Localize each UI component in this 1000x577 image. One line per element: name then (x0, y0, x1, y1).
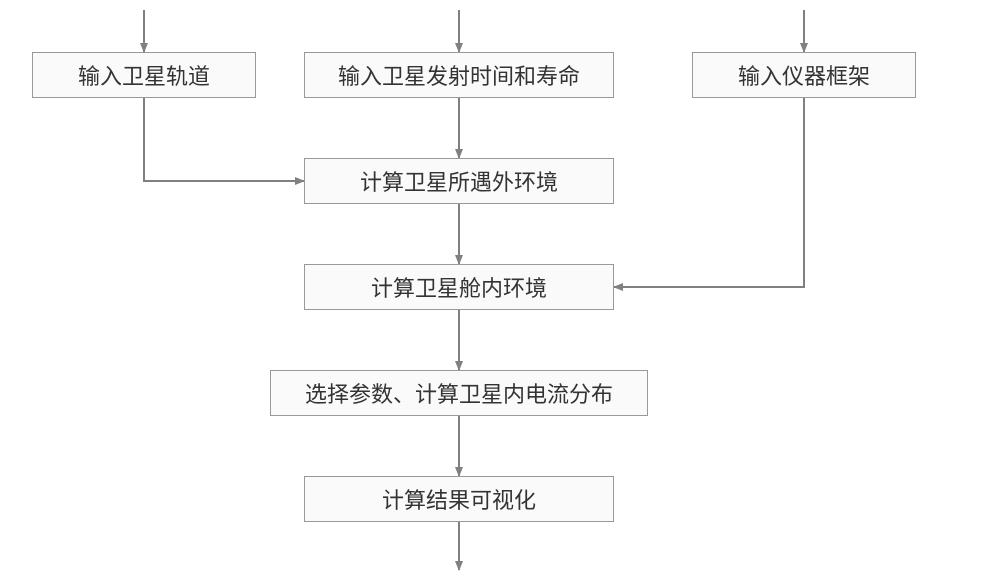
node-calc-current-distribution: 选择参数、计算卫星内电流分布 (270, 370, 648, 416)
node-label: 输入卫星轨道 (78, 59, 210, 91)
node-input-launch-time-lifespan: 输入卫星发射时间和寿命 (304, 52, 614, 98)
node-calc-external-environment: 计算卫星所遇外环境 (304, 158, 614, 204)
flowchart-container: 输入卫星轨道 输入卫星发射时间和寿命 输入仪器框架 计算卫星所遇外环境 计算卫星… (0, 0, 1000, 577)
node-label: 计算结果可视化 (382, 483, 536, 515)
node-calc-internal-environment: 计算卫星舱内环境 (304, 264, 614, 310)
node-label: 选择参数、计算卫星内电流分布 (305, 377, 613, 409)
node-label: 输入卫星发射时间和寿命 (338, 59, 580, 91)
node-input-orbit: 输入卫星轨道 (32, 52, 256, 98)
node-label: 输入仪器框架 (738, 59, 870, 91)
node-label: 计算卫星所遇外环境 (360, 165, 558, 197)
node-label: 计算卫星舱内环境 (371, 271, 547, 303)
node-visualize-results: 计算结果可视化 (304, 476, 614, 522)
node-input-instrument-frame: 输入仪器框架 (692, 52, 916, 98)
